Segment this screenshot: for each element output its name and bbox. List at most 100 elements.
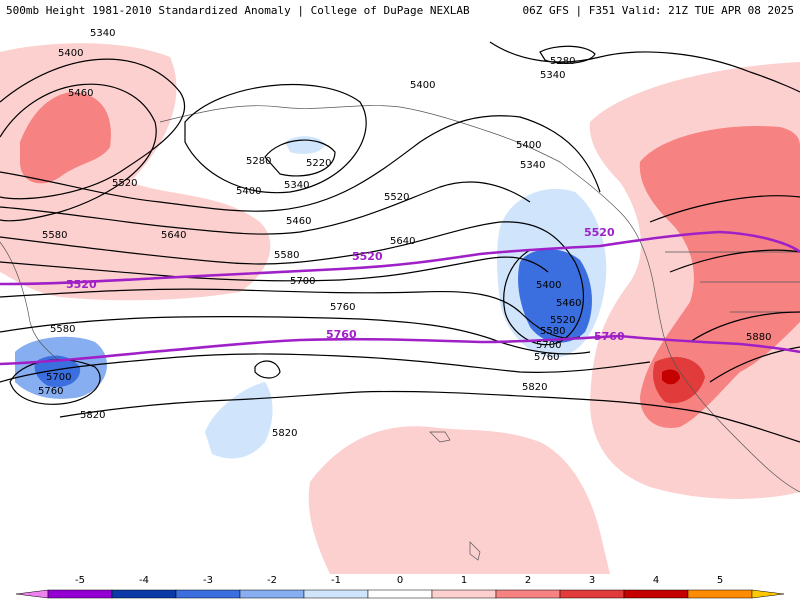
contour-label: 5460: [556, 298, 581, 309]
map-header: 500mb Height 1981-2010 Standardized Anom…: [0, 0, 800, 22]
contour-line: [0, 256, 549, 282]
colorbar-segment: [303, 589, 369, 599]
contour-label: 5580: [42, 230, 67, 241]
contour-label: 5580: [274, 250, 299, 261]
colorbar-tick: -4: [139, 575, 149, 586]
contour-line: [0, 288, 581, 339]
anomaly-map: 5340 5400 5460 5520 5580 5640 5280 5220 …: [0, 28, 800, 574]
contour-label: 5400: [236, 186, 261, 197]
contour-label: 5580: [50, 324, 75, 335]
colorbar-tick: 0: [396, 575, 404, 586]
contour-label: 5820: [522, 382, 547, 393]
contour-label: 5280: [550, 56, 575, 67]
coastline: [469, 541, 481, 561]
colorbar-max-arrow: [751, 589, 785, 599]
contour-label: 5700: [46, 372, 71, 383]
anomaly-shading: [0, 43, 800, 574]
contour-label: 5760: [534, 352, 559, 363]
coastline: [0, 241, 61, 363]
colorbar-tick: 4: [652, 575, 660, 586]
contour-label: 5700: [290, 276, 315, 287]
colorbar-segment: [623, 589, 689, 599]
contour-label: 5700: [536, 340, 561, 351]
highlight-label: 5520: [352, 250, 383, 263]
colorbar-segment: [687, 589, 753, 599]
contour-label: 5820: [272, 428, 297, 439]
negative-anomaly-region: [34, 355, 81, 388]
contour-label: 5400: [58, 48, 83, 59]
highlight-label: 5520: [66, 278, 97, 291]
colorbar-segment: [367, 589, 433, 599]
negative-anomaly-region: [518, 249, 592, 343]
contour-label: 5520: [384, 192, 409, 203]
contour-line: [59, 390, 800, 443]
colorbar-segment: [175, 589, 241, 599]
highlight-label: 5760: [594, 330, 625, 343]
contour-line: [0, 353, 651, 383]
colorbar-segment: [495, 589, 561, 599]
contour-label: 5520: [550, 315, 575, 326]
contour-line: [689, 311, 800, 343]
colorbar-segment: [239, 589, 305, 599]
contour-label: 5400: [516, 140, 541, 151]
contour-label: 5280: [246, 156, 271, 167]
contour-label: 5460: [286, 216, 311, 227]
colorbar-tick: -1: [331, 575, 341, 586]
contour-line: [0, 83, 157, 222]
positive-anomaly-region: [308, 426, 610, 574]
contour-label: 5220: [306, 158, 331, 169]
contour-line: [0, 58, 186, 200]
contour-label: 5640: [161, 230, 186, 241]
positive-anomaly-region: [653, 357, 705, 404]
contour-label: 5760: [330, 302, 355, 313]
colorbar-segment: [47, 589, 113, 599]
colorbar-strip: [15, 589, 785, 599]
contour-line: [489, 41, 800, 93]
colorbar-segment: [559, 589, 625, 599]
contour-label: 5820: [80, 410, 105, 421]
contour-line: [669, 249, 800, 273]
colorbar-tick: -3: [203, 575, 213, 586]
contour-label: 5520: [112, 178, 137, 189]
contour-line: [254, 360, 281, 379]
contour-line: [184, 83, 367, 194]
colorbar-segment: [431, 589, 497, 599]
contour-line: [0, 181, 531, 235]
highlight-contour-5760: [0, 334, 800, 366]
highlight-label: 5520: [584, 226, 615, 239]
contour-label-group: 5340 5400 5460 5520 5580 5640 5280 5220 …: [38, 28, 771, 439]
contour-line: [0, 115, 601, 212]
contour-line: [649, 195, 800, 223]
colorbar-tick: 1: [460, 575, 468, 586]
positive-anomaly-region: [662, 369, 680, 385]
height-contours: [0, 41, 800, 443]
contour-label: 5580: [540, 326, 565, 337]
map-title: 500mb Height 1981-2010 Standardized Anom…: [6, 4, 470, 17]
contour-label: 5460: [68, 88, 93, 99]
negative-anomaly-region: [205, 382, 273, 459]
contour-line: [264, 139, 336, 177]
contour-label: 5640: [390, 236, 415, 247]
colorbar-tick: 2: [524, 575, 532, 586]
colorbar-tick: 3: [588, 575, 596, 586]
highlight-label: 5760: [326, 328, 357, 341]
coastline: [159, 105, 800, 493]
anomaly-colorbar: -5 -4 -3 -2 -1 0 1 2 3 4 5: [0, 574, 800, 600]
colorbar-tick: 5: [716, 575, 724, 586]
contour-label: 5400: [536, 280, 561, 291]
colorbar-segment: [111, 589, 177, 599]
contour-label: 5340: [520, 160, 545, 171]
contour-label: 5340: [540, 70, 565, 81]
contour-label: 5400: [410, 80, 435, 91]
colorbar-tick: -2: [267, 575, 277, 586]
positive-anomaly-region: [20, 92, 111, 184]
highlight-label-group: 5520 5520 5520 5760 5760: [66, 226, 625, 343]
contour-label: 5340: [90, 28, 115, 39]
contour-line: [0, 316, 591, 355]
contour-line: [709, 346, 800, 383]
coastline: [429, 431, 451, 443]
highlight-contours: [0, 230, 800, 366]
contour-label: 5760: [38, 386, 63, 397]
highlight-contour-5520: [0, 230, 800, 286]
contour-line: [0, 221, 584, 346]
